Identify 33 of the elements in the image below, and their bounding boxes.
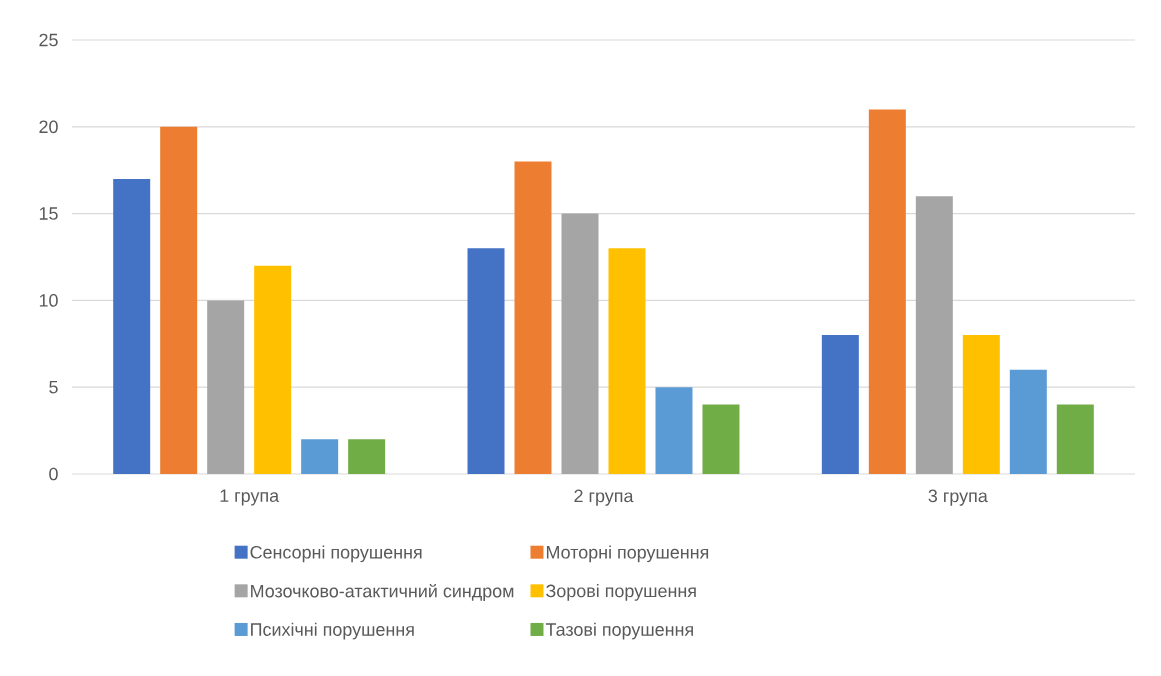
- x-tick-label: 2 група: [574, 489, 634, 506]
- legend-label: Психічні порушення: [251, 622, 414, 640]
- bar: [113, 178, 151, 474]
- legend-label: Зорові порушення: [546, 584, 696, 601]
- bar: [655, 387, 693, 474]
- legend-label: Тазові порушення: [545, 622, 693, 640]
- bar: [207, 300, 245, 474]
- x-tick-label: 1 група: [220, 489, 280, 506]
- legend-label: Сенсорні порушення: [250, 545, 422, 563]
- bar: [608, 248, 646, 474]
- bar: [467, 248, 505, 474]
- bar: [868, 109, 906, 474]
- legend-label: Моторні порушення: [546, 545, 709, 563]
- bar: [254, 265, 292, 474]
- bar: [702, 404, 740, 474]
- bar: [1009, 369, 1047, 474]
- bar: [915, 196, 953, 474]
- bar: [821, 335, 859, 474]
- y-tick-label: 15: [39, 207, 58, 220]
- bar: [1056, 404, 1094, 474]
- bar: [514, 161, 552, 474]
- y-tick-label: 0: [49, 467, 58, 481]
- legend-label: Мозочково-атактичний синдром: [251, 583, 514, 601]
- y-tick-label: 25: [39, 33, 58, 47]
- y-tick-label: 10: [39, 294, 58, 307]
- bar: [561, 213, 599, 474]
- y-tick-label: 20: [39, 120, 58, 134]
- bar: [962, 335, 1000, 474]
- x-tick-label: 3 група: [928, 489, 988, 506]
- bar: [301, 439, 339, 474]
- y-tick-label: 5: [49, 380, 58, 394]
- bar: [348, 439, 386, 474]
- bar: [160, 126, 198, 474]
